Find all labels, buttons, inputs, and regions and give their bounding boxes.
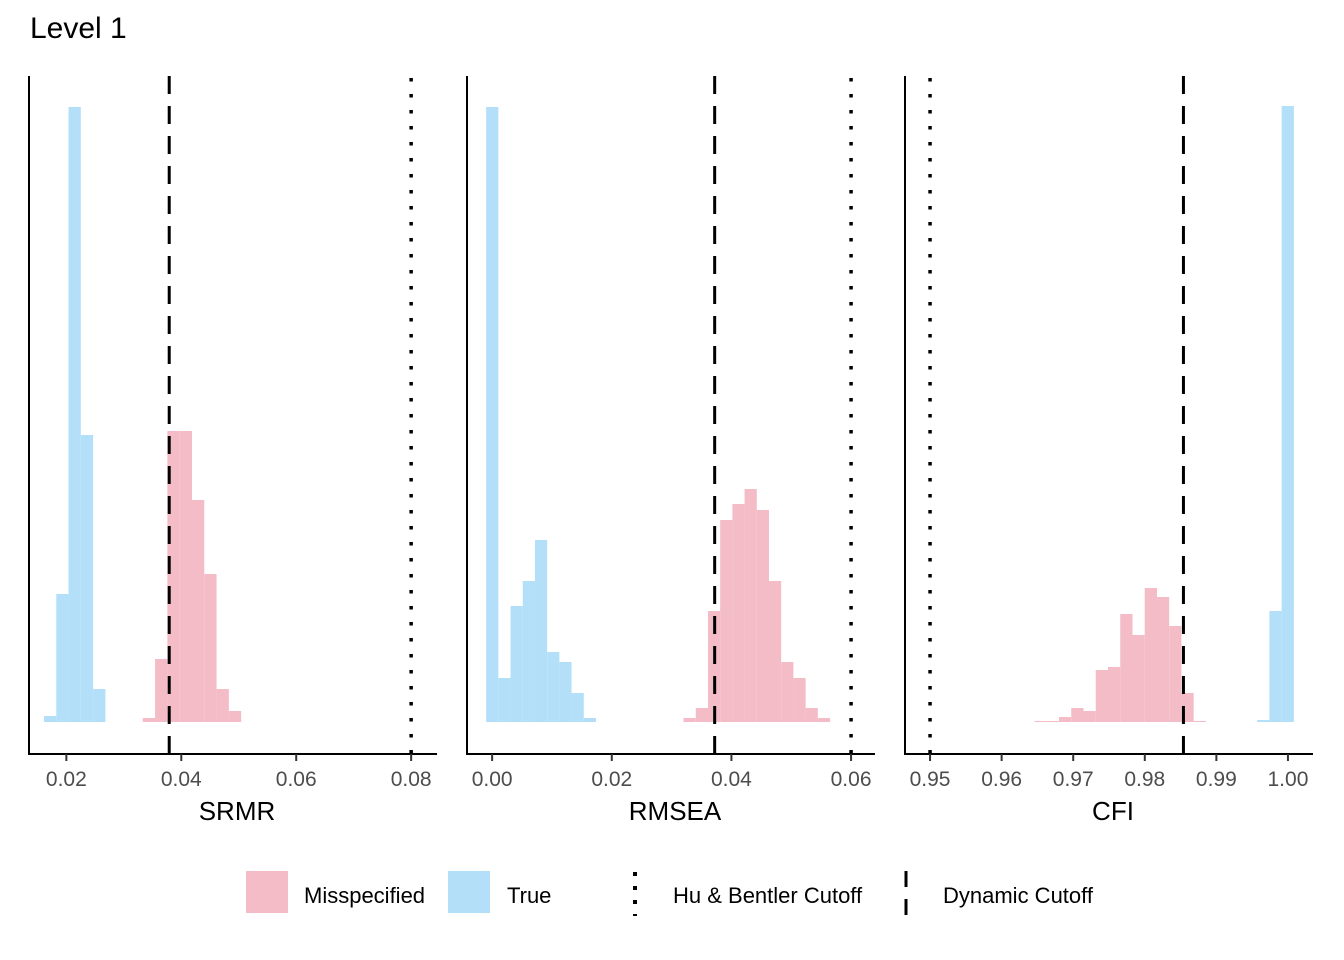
bar-true xyxy=(93,689,106,722)
bar-true xyxy=(43,716,57,722)
bar-misspecified xyxy=(768,581,782,722)
x-tick-label: 0.95 xyxy=(910,768,951,791)
bar-true xyxy=(547,652,560,722)
bar-misspecified xyxy=(1193,721,1206,722)
bar-misspecified xyxy=(1144,588,1157,722)
bar-misspecified xyxy=(204,574,217,722)
x-tick-label: 0.04 xyxy=(161,768,202,791)
bar-true xyxy=(80,435,94,722)
bar-misspecified xyxy=(720,520,733,722)
bar-misspecified xyxy=(756,510,769,722)
bar-true xyxy=(510,606,523,722)
bar-misspecified xyxy=(1169,626,1182,722)
legend: Misspecified True Hu & Bentler Cutoff Dy… xyxy=(246,871,1094,916)
x-tick-label: 0.97 xyxy=(1053,768,1094,791)
bar-misspecified xyxy=(1071,708,1084,722)
legend-label-hu-bentler: Hu & Bentler Cutoff xyxy=(673,883,863,908)
x-tick-label: 0.06 xyxy=(831,768,872,791)
x-tick-label: 0.08 xyxy=(391,768,432,791)
bar-misspecified xyxy=(216,689,229,722)
bar-misspecified xyxy=(744,489,757,722)
panel-srmr: 0.02 0.04 0.06 0.08 SRMR xyxy=(28,76,437,826)
bar-misspecified xyxy=(228,711,242,722)
bar-misspecified xyxy=(1034,721,1047,722)
bar-misspecified xyxy=(1120,614,1133,722)
x-axis-title: CFI xyxy=(1092,796,1134,826)
bar-misspecified xyxy=(805,708,818,722)
bar-misspecified xyxy=(155,659,168,722)
bar-true xyxy=(559,662,572,722)
panel-cfi: 0.95 0.96 0.97 0.98 0.99 1.00 CFI xyxy=(904,76,1313,826)
x-tick-label: 0.99 xyxy=(1196,768,1237,791)
x-axis-title: SRMR xyxy=(199,796,276,826)
legend-key-misspecified xyxy=(246,871,288,913)
bar-misspecified xyxy=(707,611,721,722)
bar-true xyxy=(1269,611,1282,722)
bar-true xyxy=(1281,106,1294,722)
bar-misspecified xyxy=(683,718,696,722)
bar-true xyxy=(56,594,69,722)
bar-misspecified xyxy=(191,500,205,722)
bar-true xyxy=(583,718,596,722)
legend-label-misspecified: Misspecified xyxy=(304,883,425,908)
bar-true xyxy=(522,581,535,722)
bar-true xyxy=(1257,720,1270,722)
x-tick-label: 1.00 xyxy=(1268,768,1309,791)
bar-true xyxy=(534,540,548,722)
bar-misspecified xyxy=(732,504,745,722)
bar-misspecified xyxy=(142,718,156,722)
x-tick-label: 0.96 xyxy=(981,768,1022,791)
bar-true xyxy=(486,107,499,722)
bar-true xyxy=(68,107,81,722)
bar-misspecified xyxy=(1156,597,1170,722)
chart-title: Level 1 xyxy=(30,12,127,45)
bar-misspecified xyxy=(1107,667,1121,722)
bar-misspecified xyxy=(179,431,192,722)
x-tick-label: 0.02 xyxy=(591,768,632,791)
legend-label-true: True xyxy=(507,883,551,908)
x-axis-title: RMSEA xyxy=(629,796,722,826)
bar-misspecified xyxy=(695,708,708,722)
panel-rmsea: 0.00 0.02 0.04 0.06 RMSEA xyxy=(466,76,875,826)
bar-misspecified xyxy=(1095,670,1108,722)
legend-key-true xyxy=(448,871,490,913)
x-tick-label: 0.02 xyxy=(46,768,87,791)
bar-misspecified xyxy=(817,718,831,722)
bar-misspecified xyxy=(781,662,794,722)
bar-misspecified xyxy=(1083,711,1096,722)
bar-true xyxy=(498,678,511,722)
bar-true xyxy=(571,693,584,722)
legend-label-dynamic: Dynamic Cutoff xyxy=(943,883,1094,908)
bar-misspecified xyxy=(793,678,806,722)
x-tick-label: 0.00 xyxy=(472,768,513,791)
bar-misspecified xyxy=(1046,721,1060,722)
bar-misspecified xyxy=(1132,635,1145,722)
x-tick-label: 0.06 xyxy=(276,768,317,791)
bar-misspecified xyxy=(1059,717,1072,722)
x-tick-label: 0.04 xyxy=(711,768,752,791)
x-tick-label: 0.98 xyxy=(1124,768,1165,791)
